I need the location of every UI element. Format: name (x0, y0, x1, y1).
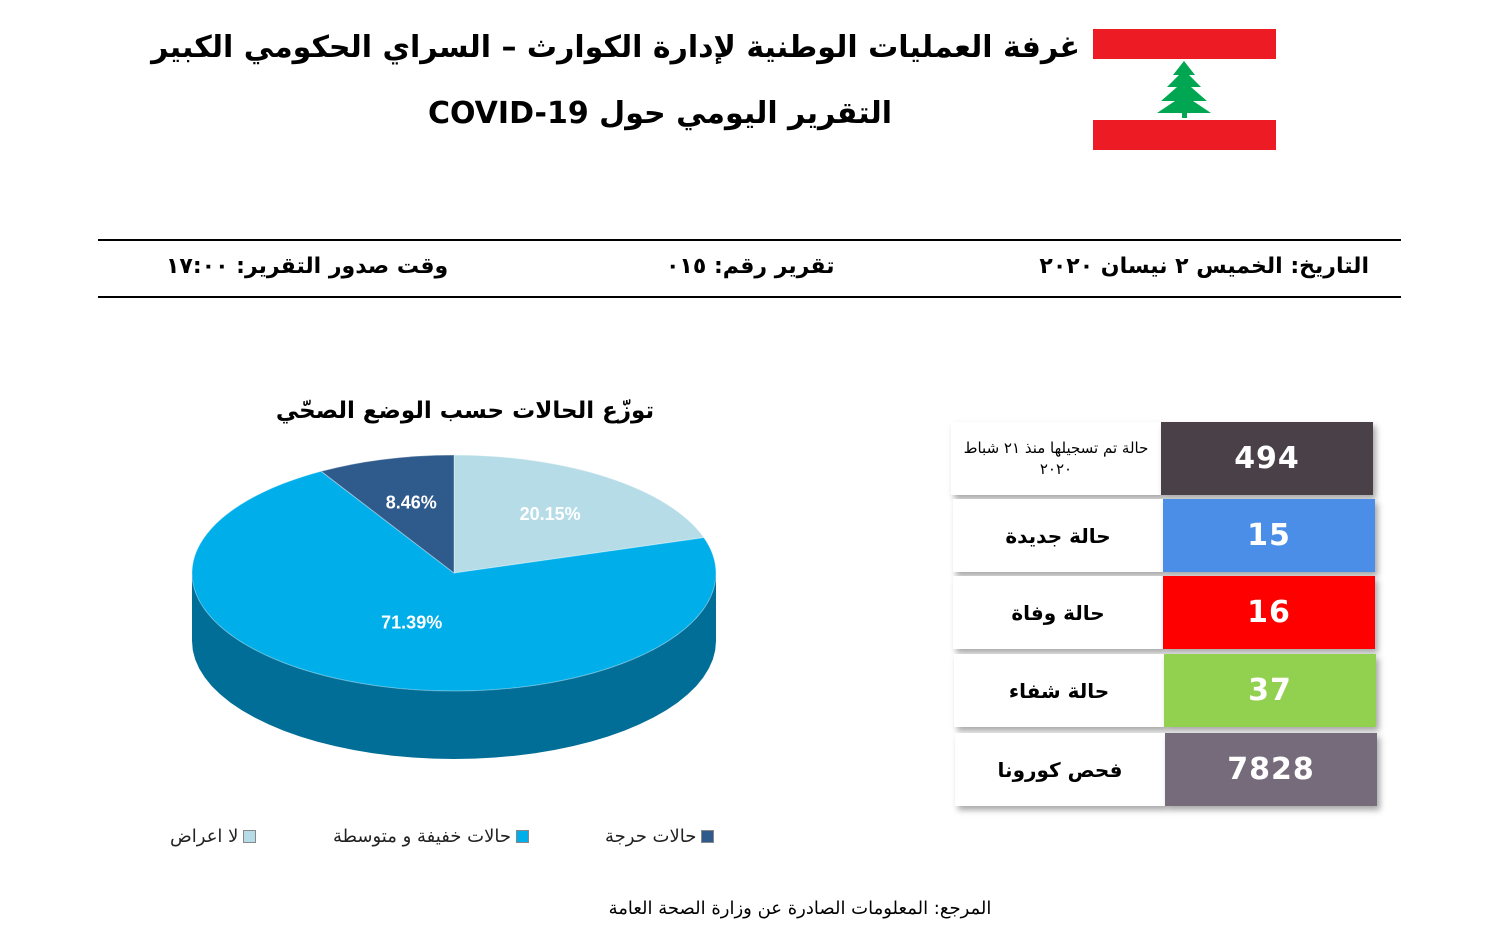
stat-tests: فحص كورونا 7828 (955, 733, 1377, 806)
pie-slice-2 (320, 454, 455, 575)
legend-item-asymptomatic: لا اعراض (170, 826, 257, 847)
source-footnote: المرجع: المعلومات الصادرة عن وزارة الصحة… (608, 898, 992, 919)
stat-value-total: 494 (1161, 422, 1373, 495)
stat-recoveries: حالة شفاء 37 (954, 654, 1376, 727)
report-number: تقرير رقم: ٠١٥ (666, 254, 835, 279)
stat-value-tests: 7828 (1165, 733, 1377, 806)
pie-label-0: 20.15% (520, 504, 581, 524)
stat-value-deaths: 16 (1163, 576, 1375, 649)
stat-value-recoveries: 37 (1164, 654, 1376, 727)
stat-value-new: 15 (1163, 499, 1375, 572)
page-title: غرفة العمليات الوطنية لإدارة الكوارث – ا… (151, 30, 1080, 65)
report-subtitle: التقرير اليومي حول COVID-19 (427, 96, 893, 131)
pie-slice-0 (453, 454, 705, 574)
legend-swatch-mild-moderate (515, 830, 529, 843)
legend-swatch-asymptomatic (243, 830, 257, 843)
pie-label-2: 8.46% (386, 492, 437, 512)
divider-top (98, 239, 1401, 241)
legend-label-asymptomatic: لا اعراض (170, 826, 239, 847)
chart-title: توزّع الحالات حسب الوضع الصحّي (275, 398, 655, 424)
legend-item-critical: حالات حرجة (605, 826, 715, 847)
lebanon-flag-icon (1093, 29, 1276, 150)
stat-total-cases: حالة تم تسجيلها منذ ٢١ شباط ٢٠٢٠ 494 (951, 422, 1373, 495)
stat-label-total: حالة تم تسجيلها منذ ٢١ شباط ٢٠٢٠ (951, 422, 1161, 495)
legend-label-critical: حالات حرجة (605, 826, 697, 847)
stat-new-cases: حالة جديدة 15 (953, 499, 1375, 572)
report-date: التاريخ: الخميس ٢ نيسان ٢٠٢٠ (1039, 254, 1369, 279)
pie-slice-1 (191, 470, 717, 692)
stat-deaths: حالة وفاة 16 (953, 576, 1375, 649)
legend-item-mild-moderate: حالات خفيفة و متوسطة (333, 826, 529, 847)
pie-side-1 (192, 573, 716, 759)
divider-bottom (98, 296, 1401, 298)
pie-label-1: 71.39% (381, 613, 442, 633)
stat-label-recoveries: حالة شفاء (954, 654, 1164, 727)
stat-label-new: حالة جديدة (953, 499, 1163, 572)
pie-chart: 20.15% 71.39% 8.46% (191, 454, 717, 759)
legend-label-mild-moderate: حالات خفيفة و متوسطة (333, 826, 511, 847)
stat-label-deaths: حالة وفاة (953, 576, 1163, 649)
report-issue-time: وقت صدور التقرير: ١٧:٠٠ (166, 254, 449, 279)
legend-swatch-critical (701, 830, 715, 843)
stat-label-tests: فحص كورونا (955, 733, 1165, 806)
